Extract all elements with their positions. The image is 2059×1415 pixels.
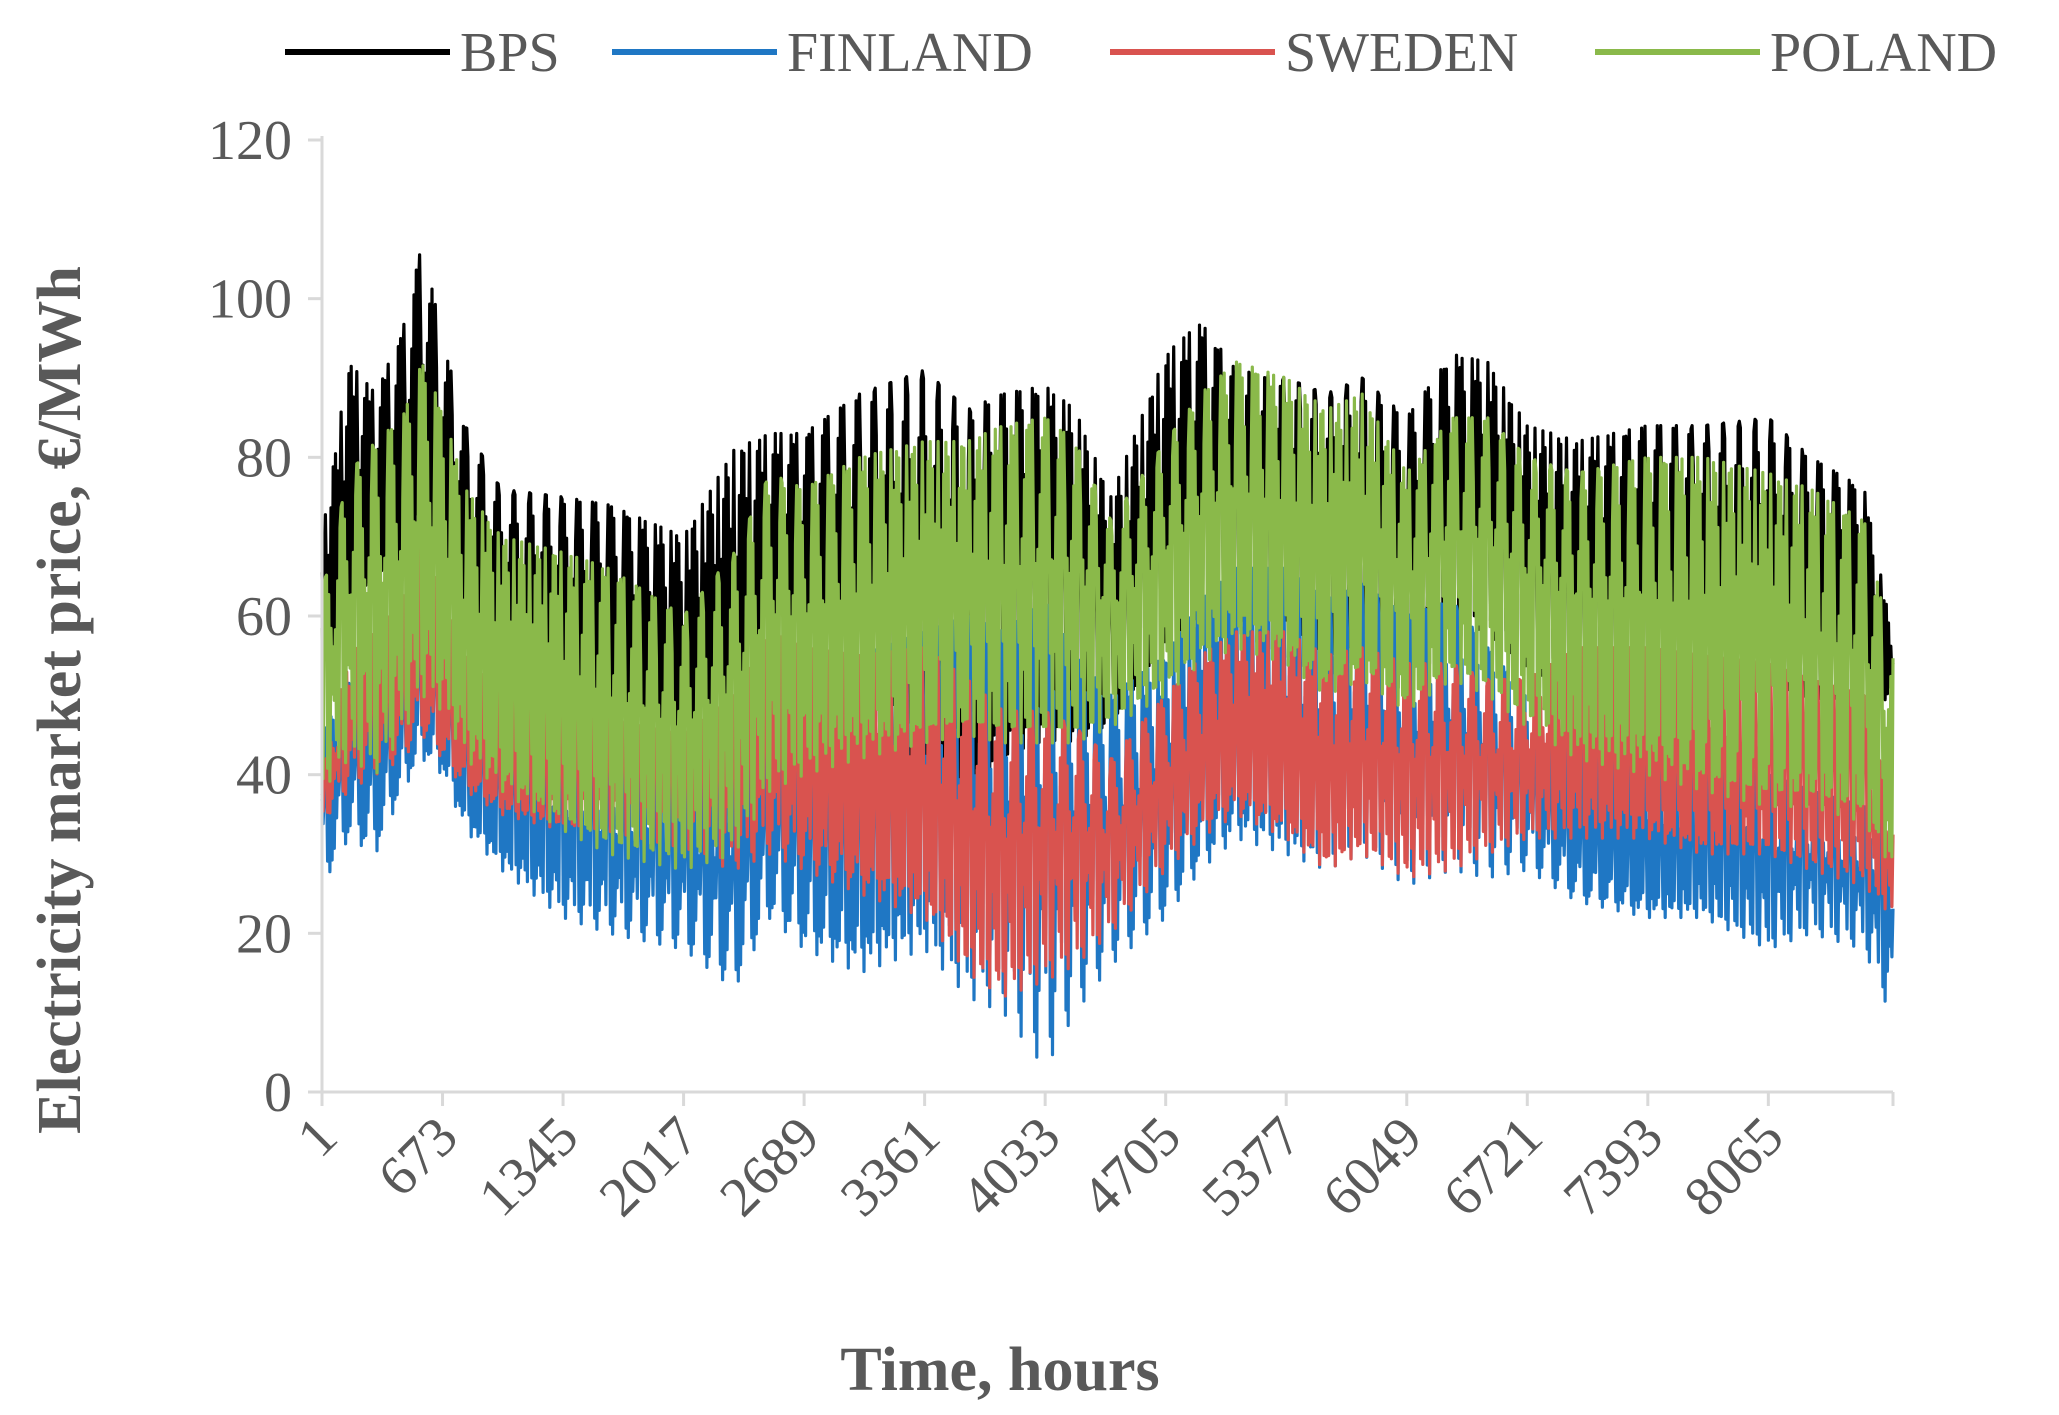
y-tick-label: 80	[236, 427, 292, 489]
x-tick-label: 7393	[1552, 1105, 1675, 1228]
x-axis-title: Time, hours	[840, 1336, 1159, 1404]
y-tick-label: 100	[208, 269, 292, 331]
plot-area	[320, 253, 1895, 1059]
x-tick-label: 673	[366, 1105, 469, 1208]
x-tick-label: 8065	[1673, 1105, 1796, 1228]
y-axis-title: Electricity market price, €/MWh	[26, 266, 94, 1134]
x-tick-label: 4033	[949, 1105, 1072, 1228]
x-tick-label: 1	[286, 1105, 350, 1169]
y-tick-label: 20	[236, 903, 292, 965]
legend: BPS FINLAND SWEDEN POLAND	[285, 22, 1997, 84]
series-line-poland	[320, 360, 1895, 870]
legend-label-bps: BPS	[460, 22, 560, 84]
y-tick-label: 60	[236, 586, 292, 648]
x-tick-label: 4705	[1070, 1105, 1193, 1228]
axes: 0 20 40 60 80 100 120 1 673134520172689336140334…	[208, 110, 1895, 1228]
x-tick-label: 6721	[1431, 1105, 1554, 1228]
x-tick-label: 2017	[588, 1105, 711, 1228]
legend-label-finland: FINLAND	[787, 22, 1033, 84]
x-tick-label: 1345	[467, 1105, 590, 1228]
y-tick-label: 0	[264, 1062, 292, 1124]
y-tick-label: 120	[208, 110, 292, 172]
x-tick-label: 5377	[1190, 1105, 1313, 1228]
legend-label-sweden: SWEDEN	[1285, 22, 1518, 84]
legend-label-poland: POLAND	[1770, 22, 1997, 84]
y-tick-label: 40	[236, 745, 292, 807]
x-tick-label: 6049	[1311, 1105, 1434, 1228]
x-tick-label: 2689	[708, 1105, 831, 1228]
x-tick-label: 3361	[829, 1105, 952, 1228]
